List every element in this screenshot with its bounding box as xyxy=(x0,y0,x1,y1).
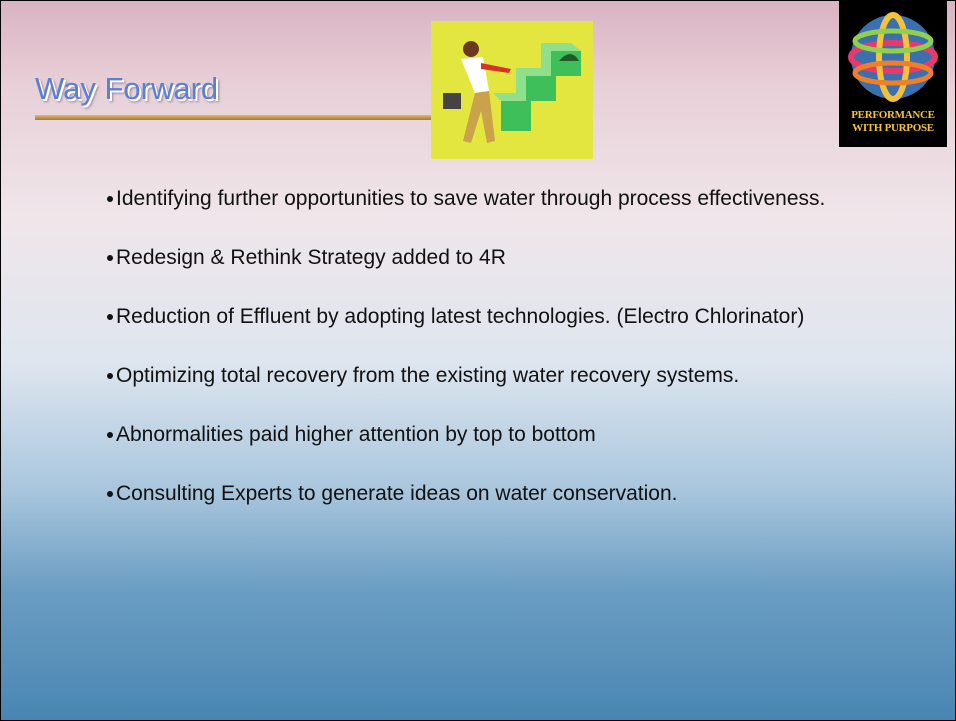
bullet-dot xyxy=(107,255,113,261)
bullet-text: Optimizing total recovery from the exist… xyxy=(116,364,740,387)
logo-globe xyxy=(848,12,938,102)
bullet-item: Consulting Experts to generate ideas on … xyxy=(107,479,867,508)
bullet-dot xyxy=(107,196,113,202)
logo-text: WITH PURPOSE xyxy=(852,122,934,134)
bullet-text: Identifying further opportunities to sav… xyxy=(116,187,826,210)
bullet-dot xyxy=(107,314,113,320)
clip-art xyxy=(431,21,593,159)
title-rule xyxy=(35,115,435,120)
bullet-item: Redesign & Rethink Strategy added to 4R xyxy=(107,243,867,272)
bullet-text: Redesign & Rethink Strategy added to 4R xyxy=(116,246,506,269)
bullet-item: Abnormalities paid higher attention by t… xyxy=(107,420,867,449)
slide-title: Way Forward xyxy=(35,71,219,106)
bullet-text: Reduction of Effluent by adopting latest… xyxy=(116,305,805,328)
logo-text: PERFORMANCE xyxy=(851,109,935,121)
bullet-item: Optimizing total recovery from the exist… xyxy=(107,361,867,390)
bullet-dot xyxy=(107,432,113,438)
bullet-text: Abnormalities paid higher attention by t… xyxy=(116,423,596,446)
bullet-item: Identifying further opportunities to sav… xyxy=(107,184,867,213)
bullet-dot xyxy=(107,491,113,497)
bullet-item: Reduction of Effluent by adopting latest… xyxy=(107,302,867,331)
bullet-dot xyxy=(107,373,113,379)
bullet-text: Consulting Experts to generate ideas on … xyxy=(116,482,678,505)
logo: PERFORMANCE WITH PURPOSE xyxy=(839,1,947,147)
bullet-list: Identifying further opportunities to sav… xyxy=(107,184,867,538)
